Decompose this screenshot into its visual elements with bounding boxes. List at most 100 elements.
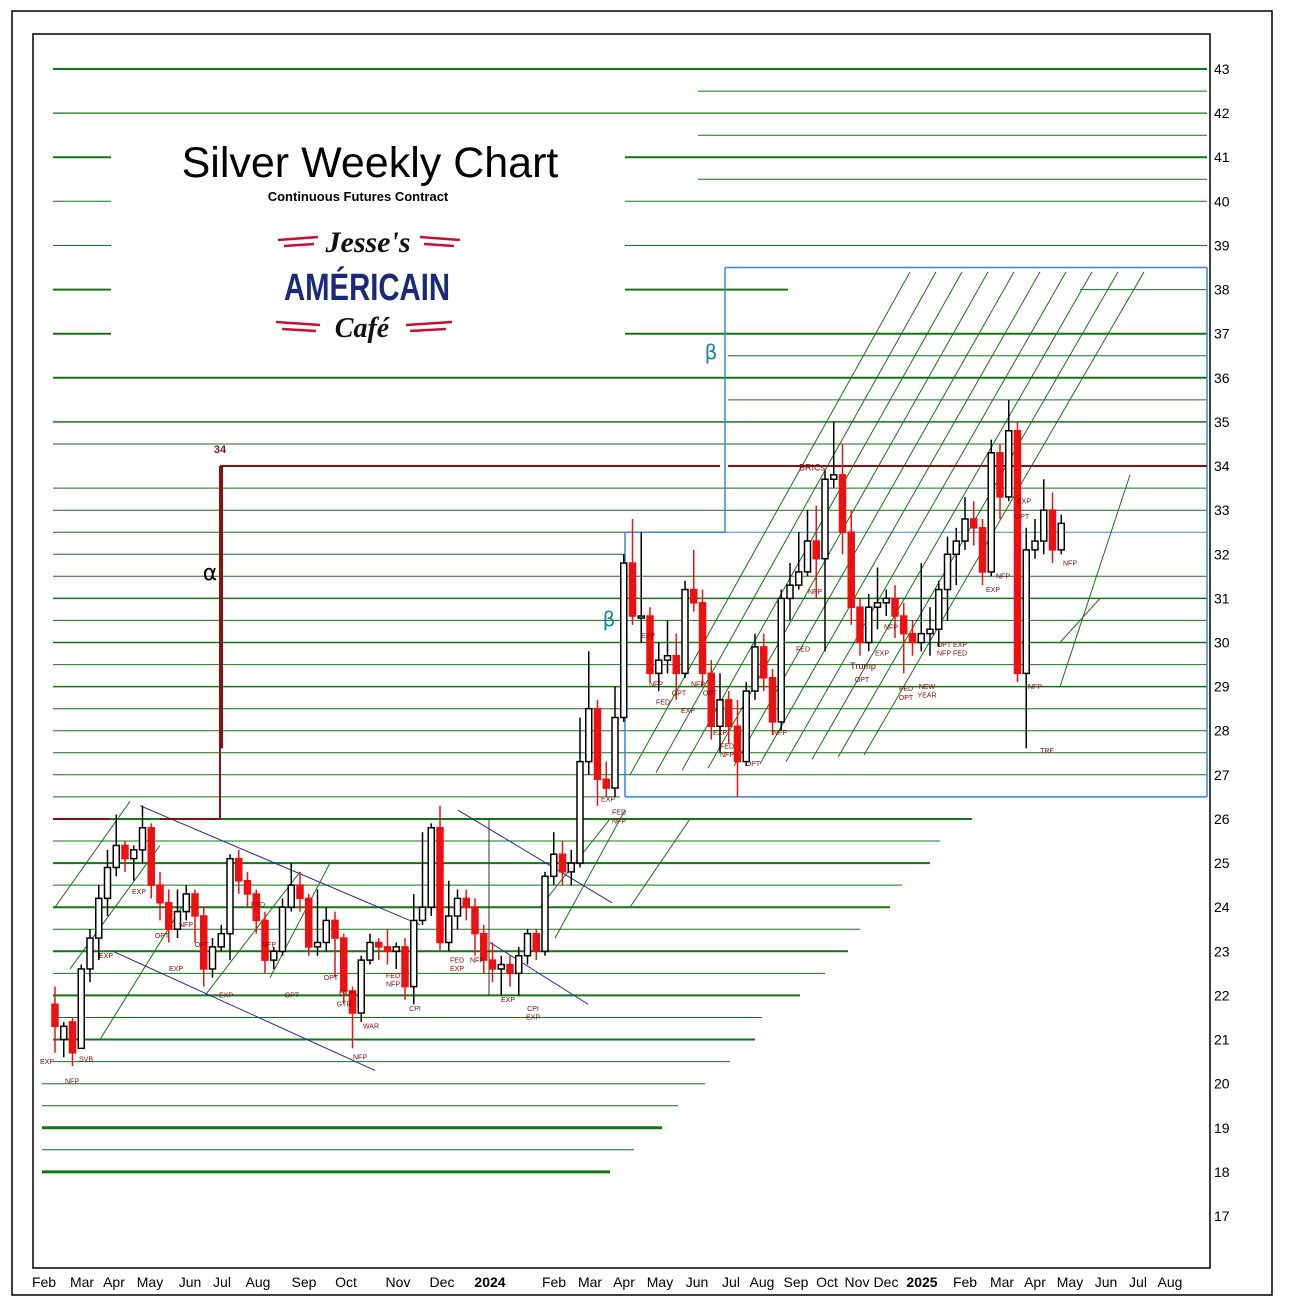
candle bbox=[480, 924, 488, 974]
candle bbox=[103, 849, 112, 917]
candle-body bbox=[655, 659, 663, 675]
candle bbox=[611, 686, 619, 797]
event-label: FED bbox=[899, 686, 913, 693]
event-label: OPT bbox=[855, 677, 870, 684]
candle bbox=[427, 823, 435, 917]
candle-body bbox=[751, 646, 759, 692]
candle-body bbox=[733, 725, 742, 763]
candle-body bbox=[410, 919, 418, 988]
candle bbox=[690, 549, 698, 612]
candle-body bbox=[943, 553, 952, 591]
event-label: OPT bbox=[195, 942, 210, 949]
candle bbox=[121, 841, 129, 872]
candle bbox=[340, 933, 348, 1005]
candle-body bbox=[690, 588, 698, 604]
candle-body bbox=[725, 699, 733, 728]
event-label: NFP bbox=[262, 942, 276, 949]
candle-body bbox=[182, 893, 190, 913]
candle-body bbox=[593, 707, 602, 781]
candle bbox=[926, 607, 934, 656]
candle-body bbox=[86, 937, 94, 970]
y-tick-label: 25 bbox=[1214, 855, 1230, 871]
candle bbox=[681, 580, 689, 678]
event-label: FED bbox=[720, 743, 734, 750]
candle-body bbox=[523, 932, 532, 957]
x-tick-label: Jul bbox=[722, 1274, 740, 1290]
event-label: EXP bbox=[986, 587, 1000, 594]
candle bbox=[593, 699, 602, 806]
candle bbox=[278, 898, 287, 956]
candle bbox=[803, 510, 812, 577]
candle-body bbox=[130, 849, 138, 860]
candle-body bbox=[270, 950, 278, 961]
chart-title: Silver Weekly Chart bbox=[182, 139, 559, 187]
x-tick-label: Aug bbox=[1158, 1274, 1183, 1290]
candle-body bbox=[191, 893, 199, 917]
candle bbox=[68, 1017, 77, 1067]
candle-body bbox=[996, 452, 1004, 498]
event-label: NFP bbox=[65, 1079, 79, 1086]
event-label: FED bbox=[796, 646, 810, 653]
candle-body bbox=[278, 906, 287, 953]
candle-body bbox=[838, 474, 847, 533]
event-label: EXP bbox=[641, 633, 655, 640]
candle bbox=[488, 942, 497, 983]
candle bbox=[935, 580, 943, 647]
candle bbox=[523, 929, 532, 965]
candle-body bbox=[1040, 509, 1048, 542]
event-label: CPI bbox=[527, 1006, 539, 1013]
candle-body bbox=[935, 588, 943, 631]
candle bbox=[305, 893, 313, 956]
event-label: EXP bbox=[219, 993, 233, 1000]
candle-body bbox=[217, 932, 225, 948]
candle bbox=[445, 880, 453, 952]
candle-body bbox=[663, 654, 672, 661]
candle bbox=[156, 871, 164, 921]
event-label: EXP bbox=[875, 651, 889, 658]
x-tick-label: Oct bbox=[816, 1274, 838, 1290]
y-tick-label: 22 bbox=[1214, 987, 1230, 1003]
candle bbox=[576, 717, 584, 868]
candle bbox=[191, 889, 199, 943]
candle-body bbox=[882, 597, 890, 604]
candle bbox=[917, 563, 925, 652]
candle-body bbox=[480, 932, 488, 961]
candle-body bbox=[532, 932, 540, 953]
y-tick-label: 36 bbox=[1214, 370, 1230, 386]
candle-body bbox=[952, 540, 960, 556]
candle-body bbox=[287, 884, 295, 908]
candle-body bbox=[900, 615, 908, 635]
x-tick-label: May bbox=[137, 1274, 163, 1290]
candle-body bbox=[60, 1025, 68, 1041]
candle bbox=[471, 898, 479, 956]
x-tick-label: Jun bbox=[686, 1274, 709, 1290]
candle-body bbox=[453, 897, 462, 917]
candle bbox=[856, 598, 864, 656]
candle-body bbox=[515, 954, 523, 975]
x-tick-label: Feb bbox=[953, 1274, 977, 1290]
candle-body bbox=[103, 866, 112, 900]
diagonal-line bbox=[54, 801, 131, 908]
x-tick-label: Jul bbox=[213, 1274, 231, 1290]
x-tick-label: Mar bbox=[990, 1274, 1014, 1290]
x-tick-label: 2024 bbox=[474, 1274, 505, 1290]
logo-line-3: Café bbox=[335, 313, 391, 344]
candle bbox=[138, 805, 147, 864]
candle bbox=[243, 871, 252, 908]
candle-body bbox=[558, 853, 567, 873]
beta-label-lower: β bbox=[603, 607, 616, 631]
event-label: BRICs bbox=[799, 462, 826, 472]
candle-body bbox=[147, 827, 155, 886]
candle-body bbox=[742, 690, 750, 763]
candle bbox=[567, 849, 575, 886]
candle bbox=[51, 986, 59, 1053]
x-tick-label: Feb bbox=[542, 1274, 566, 1290]
candle-body bbox=[401, 946, 409, 988]
diagonal-line bbox=[759, 271, 1041, 765]
candle bbox=[1005, 399, 1013, 502]
candle bbox=[1048, 492, 1057, 564]
candle bbox=[970, 501, 978, 546]
candle bbox=[462, 889, 470, 921]
candlestick-series bbox=[51, 399, 1065, 1067]
channel-line bbox=[457, 809, 613, 904]
